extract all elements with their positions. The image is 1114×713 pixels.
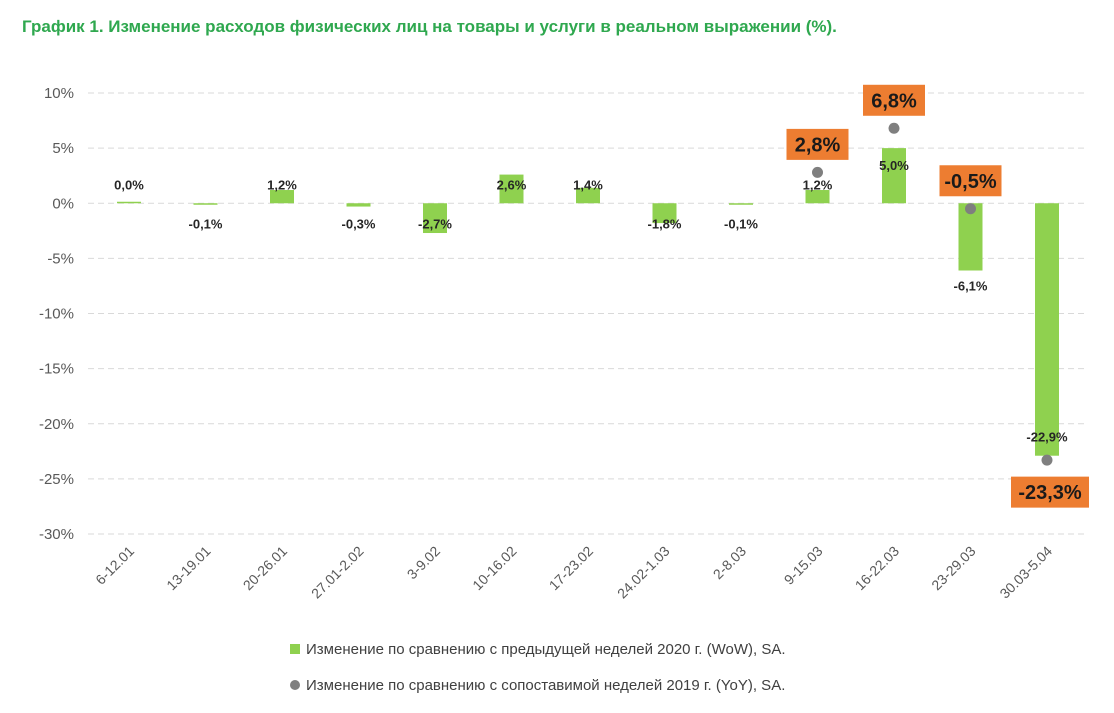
- bar: [958, 203, 983, 271]
- bar: [652, 203, 677, 224]
- bar-data-label: -1,8%: [648, 216, 682, 231]
- bar-data-label: 1,2%: [803, 177, 833, 192]
- x-tick-label: 23-29.03: [928, 543, 979, 594]
- yoy-point: [1041, 454, 1053, 466]
- x-tick-label: 27.01-2.02: [308, 543, 367, 602]
- y-tick-label: -25%: [39, 471, 74, 488]
- legend-label-wow: Изменение по сравнению с предыдущей неде…: [306, 641, 786, 658]
- yoy-data-label: 2,8%: [795, 134, 841, 156]
- yoy-series: 2,8% 6,8% -0,5% -23,3%: [786, 84, 1089, 508]
- x-tick-label: 16-22.03: [852, 543, 903, 594]
- legend-item-yoy: Изменение по сравнению с сопоставимой не…: [290, 677, 785, 694]
- bar: [729, 203, 753, 205]
- bar-data-label: 0,0%: [114, 177, 144, 192]
- x-tick-label: 2-8.03: [710, 543, 750, 583]
- yoy-point: [888, 122, 900, 134]
- bar: [576, 187, 600, 204]
- legend-swatch-dot: [290, 680, 300, 690]
- y-axis-ticks: 10% 5% 0% -5% -10% -15% -20% -25% -30%: [39, 85, 74, 543]
- x-axis-ticks: 6-12.01 13-19.01 20-26.01 27.01-2.02 3-9.02 1…: [92, 543, 1055, 602]
- y-tick-label: -20%: [39, 416, 74, 433]
- bar: [1035, 203, 1059, 456]
- bar-data-label: -6,1%: [954, 279, 988, 294]
- grid-layer: [88, 92, 1088, 535]
- yoy-point: [812, 166, 823, 178]
- legend-label-yoy: Изменение по сравнению с сопоставимой не…: [306, 677, 786, 694]
- yoy-label-box: [1011, 476, 1089, 508]
- yoy-label-box: [863, 84, 925, 116]
- yoy-label-box: [939, 165, 1002, 197]
- x-tick-label: 10-16.02: [469, 543, 520, 594]
- x-tick-label: 9-15.03: [781, 543, 826, 588]
- yoy-data-label: -0,5%: [944, 171, 996, 193]
- y-tick-label: 10%: [44, 85, 74, 102]
- chart-title: График 1. Изменение расходов физических …: [22, 17, 837, 36]
- bar-data-label: -0,1%: [724, 216, 758, 231]
- x-tick-label: 6-12.01: [92, 543, 137, 588]
- bar-data-label: 5,0%: [879, 158, 909, 173]
- bar: [193, 203, 218, 205]
- x-tick-label: 17-23.02: [546, 543, 597, 594]
- y-tick-label: -30%: [39, 526, 74, 543]
- yoy-data-label: -23,3%: [1018, 482, 1082, 504]
- y-tick-label: 0%: [52, 195, 74, 212]
- bar: [423, 203, 447, 234]
- bar-data-label: 1,2%: [267, 177, 297, 192]
- y-tick-label: 5%: [52, 140, 74, 157]
- bar: [117, 201, 141, 204]
- y-tick-label: -15%: [39, 361, 74, 378]
- yoy-data-label: 6,8%: [871, 90, 917, 112]
- bar-data-label: 2,6%: [497, 177, 527, 192]
- x-tick-label: 30.03-5.04: [996, 543, 1055, 602]
- x-tick-label: 13-19.01: [163, 543, 214, 594]
- bar-data-label: -0,3%: [342, 216, 376, 231]
- bar-data-label: -22,9%: [1026, 430, 1068, 445]
- x-tick-label: 24.02-1.03: [614, 543, 673, 602]
- bar: [346, 203, 371, 207]
- legend-swatch-bar: [290, 644, 300, 654]
- x-tick-label: 20-26.01: [240, 543, 291, 594]
- bar-data-label: -0,1%: [189, 216, 223, 231]
- bar: [270, 190, 294, 204]
- bar-data-label: 1,4%: [573, 177, 603, 192]
- yoy-point: [965, 203, 976, 215]
- bar-series: 0,0% -0,1% 1,2% -0,3% -2,7% 2,6% 1,4% -1,8% -0,1…: [114, 148, 1068, 456]
- x-tick-label: 3-9.02: [404, 543, 444, 583]
- yoy-label-box: [786, 128, 849, 160]
- bar-data-label: -2,7%: [418, 216, 452, 231]
- bar: [805, 190, 830, 204]
- y-tick-label: -5%: [47, 250, 74, 267]
- bar: [499, 174, 524, 204]
- bar: [882, 148, 906, 204]
- legend-item-wow: Изменение по сравнению с предыдущей неде…: [290, 641, 786, 658]
- y-tick-label: -10%: [39, 306, 74, 323]
